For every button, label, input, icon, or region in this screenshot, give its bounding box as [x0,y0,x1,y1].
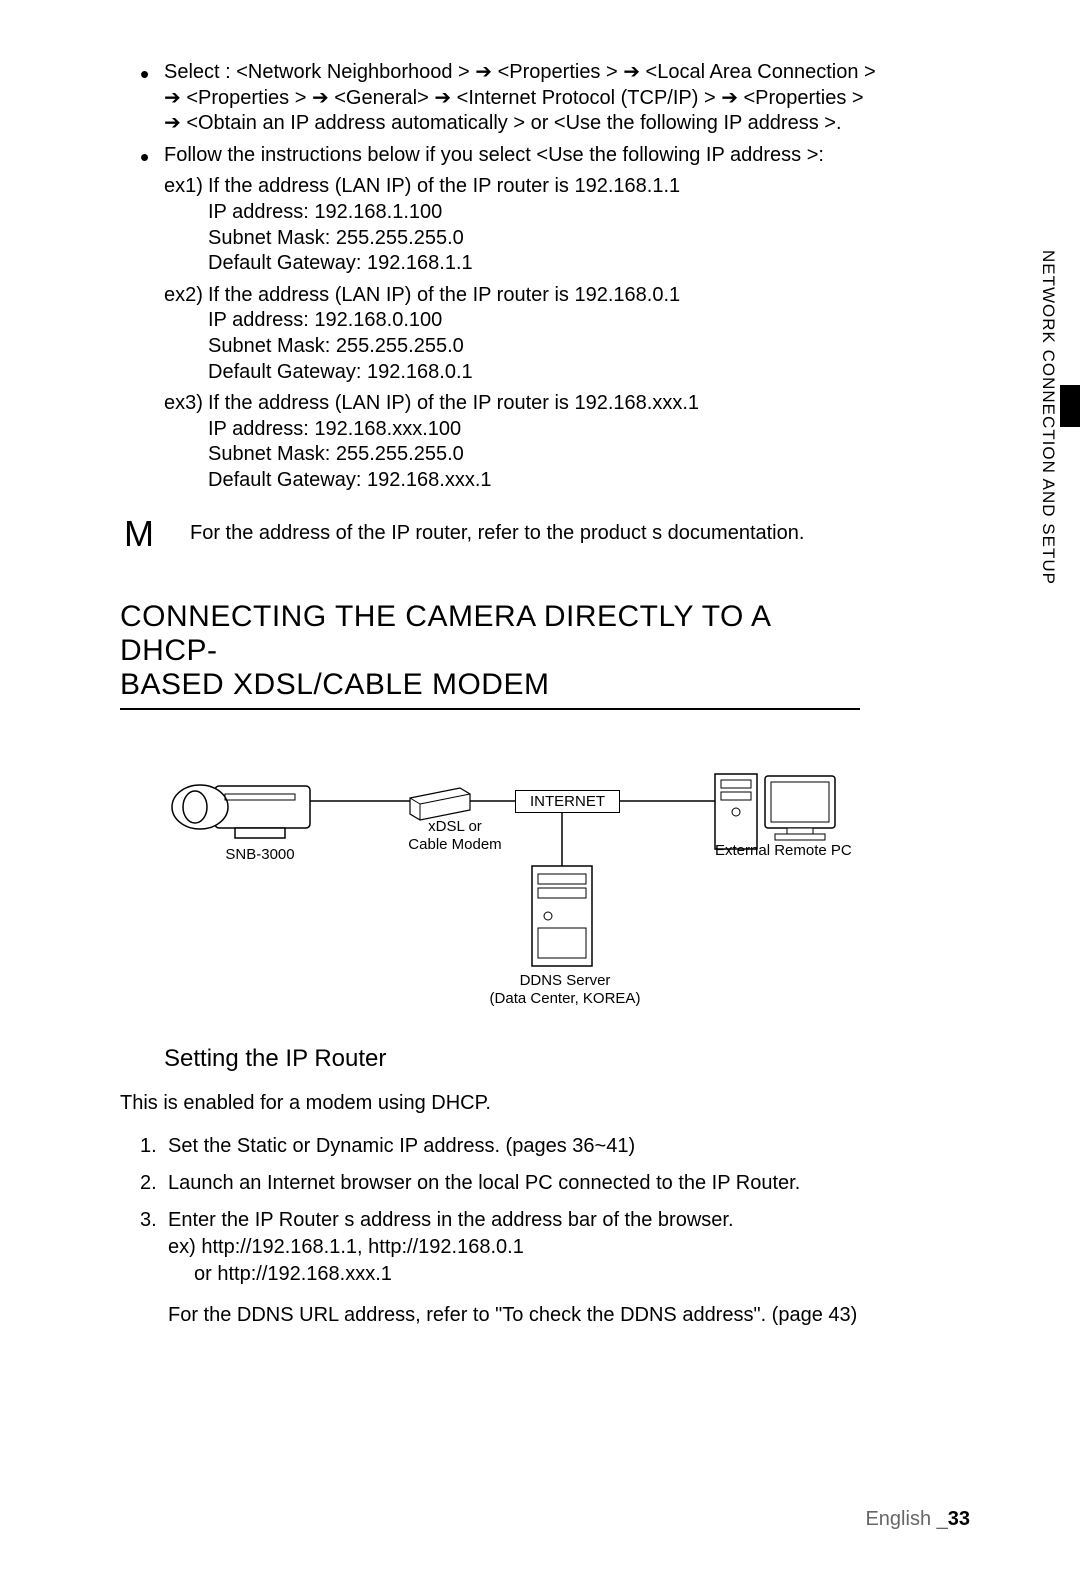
ddns-server-icon [532,866,592,966]
footer-page: 33 [948,1508,970,1530]
ex1-l1: If the address (LAN IP) of the IP router… [208,174,680,200]
bullet-select-path: Select : <Network Neighborhood > ➔ <Prop… [140,60,980,137]
side-tab: NETWORK CONNECTION AND SETUP [1036,250,1080,610]
note-row: M For the address of the IP router, refe… [120,516,980,552]
note-text: For the address of the IP router, refer … [190,516,804,545]
bullet2-text: Follow the instructions below if you sel… [164,144,824,166]
ex1-l3: Subnet Mask: 255.255.255.0 [208,226,980,252]
bullet1-line2: ➔ <Properties > ➔ <General> ➔ <Internet … [164,87,864,109]
modem-label-2: Cable Modem [400,836,510,853]
example-1: ex1)If the address (LAN IP) of the IP ro… [164,174,980,276]
bullet1-line1: Select : <Network Neighborhood > ➔ <Prop… [164,61,876,83]
page-footer: English _33 [865,1508,970,1531]
step-3-ex2: or http://192.168.xxx.1 [194,1261,980,1288]
internet-box: INTERNET [515,790,620,813]
side-tab-marker [1060,385,1080,427]
h1-line1: CONNECTING THE CAMERA DIRECTLY TO A DHCP… [120,600,770,667]
step-3: Enter the IP Router s address in the add… [140,1207,980,1329]
ddns-label-2: (Data Center, KOREA) [480,990,650,1007]
section-heading: CONNECTING THE CAMERA DIRECTLY TO A DHCP… [120,600,860,710]
ddns-label-1: DDNS Server [490,972,640,989]
ex3-l3: Subnet Mask: 255.255.255.0 [208,442,980,468]
bullet-list: Select : <Network Neighborhood > ➔ <Prop… [140,60,980,168]
step-2-text: Launch an Internet browser on the local … [168,1172,800,1194]
step-1: Set the Static or Dynamic IP address. (p… [140,1133,980,1160]
modem-label-1: xDSL or [400,818,510,835]
bullet-follow-instructions: Follow the instructions below if you sel… [140,143,980,169]
ex3-label: ex3) [164,391,208,417]
remote-pc-icon [715,774,835,849]
note-m-icon: M [120,516,190,552]
bullet1-line3: ➔ <Obtain an IP address automatically > … [164,112,842,134]
ex3-l2: IP address: 192.168.xxx.100 [208,417,980,443]
ex1-l2: IP address: 192.168.1.100 [208,200,980,226]
page: NETWORK CONNECTION AND SETUP Select : <N… [0,0,1080,1571]
ex2-l2: IP address: 192.168.0.100 [208,308,980,334]
camera-icon [172,785,310,838]
ex2-l3: Subnet Mask: 255.255.255.0 [208,334,980,360]
ex3-l4: Default Gateway: 192.168.xxx.1 [208,468,980,494]
camera-label: SNB-3000 [200,846,320,863]
ex2-l4: Default Gateway: 192.168.0.1 [208,360,980,386]
example-3: ex3)If the address (LAN IP) of the IP ro… [164,391,980,493]
subheading: Setting the IP Router [164,1044,980,1075]
steps-list: Set the Static or Dynamic IP address. (p… [140,1133,980,1329]
step-3-ddns: For the DDNS URL address, refer to "To c… [168,1302,980,1329]
remote-pc-label: External Remote PC [715,842,875,859]
network-diagram: INTERNET xDSL or Cable Modem SNB-3000 Ex… [160,746,920,1026]
modem-icon [410,788,470,820]
intro-paragraph: This is enabled for a modem using DHCP. [120,1092,980,1115]
ex1-l4: Default Gateway: 192.168.1.1 [208,251,980,277]
ex3-l1: If the address (LAN IP) of the IP router… [208,391,699,417]
example-2: ex2)If the address (LAN IP) of the IP ro… [164,283,980,385]
side-tab-label: NETWORK CONNECTION AND SETUP [1038,250,1058,585]
step-2: Launch an Internet browser on the local … [140,1170,980,1197]
ex2-l1: If the address (LAN IP) of the IP router… [208,283,680,309]
ex2-label: ex2) [164,283,208,309]
step-3-text: Enter the IP Router s address in the add… [168,1209,734,1231]
step-1-text: Set the Static or Dynamic IP address. (p… [168,1135,635,1157]
step-3-ex: ex) http://192.168.1.1, http://192.168.0… [168,1234,980,1261]
h1-line2: BASED XDSL/CABLE MODEM [120,668,549,701]
ex1-label: ex1) [164,174,208,200]
footer-lang: English _ [865,1508,947,1530]
